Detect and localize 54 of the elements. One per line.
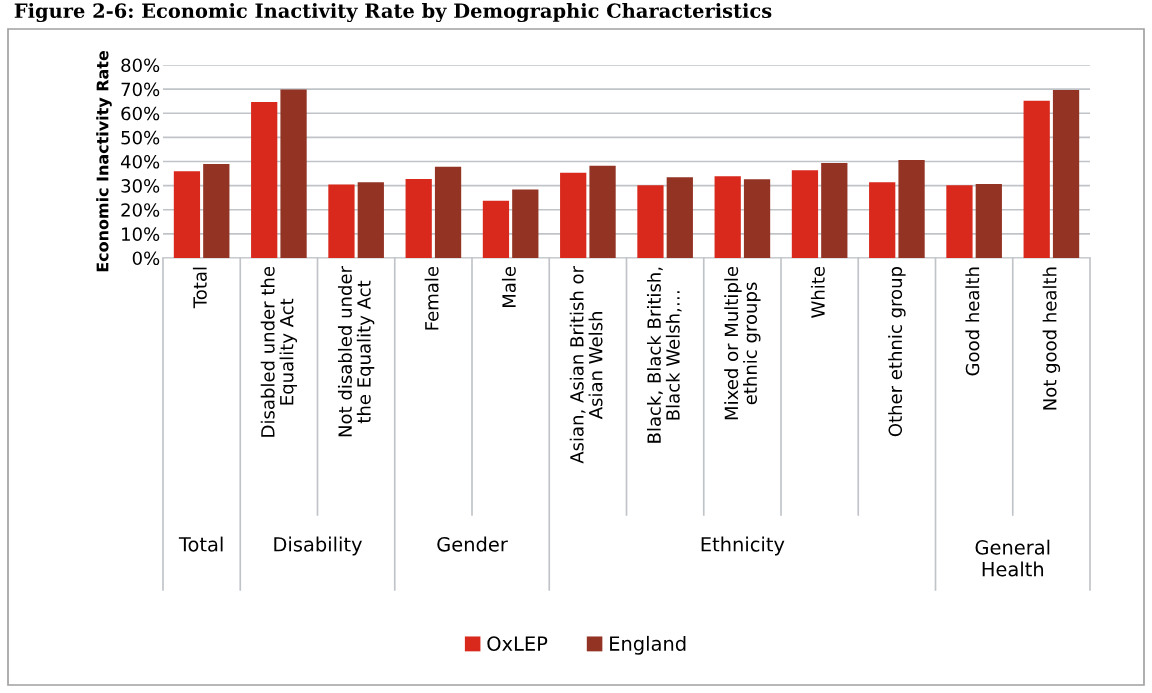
x-tick-label: Total bbox=[192, 267, 207, 309]
bar bbox=[975, 183, 1002, 258]
bar bbox=[666, 177, 693, 258]
bar bbox=[743, 179, 771, 258]
x-tick-label: Black, Black British, Black Welsh,… bbox=[646, 267, 682, 443]
text: Gender bbox=[437, 536, 508, 552]
y-tick-label: 80% bbox=[121, 58, 160, 73]
x-tick-label: Asian, Asian British or Asian Welsh bbox=[569, 265, 603, 464]
bar bbox=[791, 170, 819, 258]
bar bbox=[1023, 100, 1050, 258]
y-axis-title: Economic Inactivity Rate bbox=[96, 51, 112, 272]
y-tick-label: 20% bbox=[121, 203, 160, 217]
bar bbox=[173, 171, 201, 258]
x-tick-label: Male bbox=[501, 266, 516, 307]
text: General Health bbox=[975, 539, 1050, 577]
y-tick-label: 40% bbox=[120, 154, 160, 169]
y-tick-label: 60% bbox=[121, 106, 160, 121]
bar bbox=[251, 101, 278, 258]
bar bbox=[203, 163, 230, 258]
text: Total bbox=[178, 536, 223, 552]
x-tick-label: Other ethnic group bbox=[888, 266, 906, 437]
bar bbox=[898, 160, 925, 258]
y-tick-label: 70% bbox=[121, 82, 160, 97]
bar bbox=[357, 182, 384, 258]
x-tick-label: Disabled under the Equality Act bbox=[260, 266, 298, 437]
text: Disability bbox=[274, 536, 362, 556]
bar bbox=[637, 185, 664, 258]
x-tick-label: Female bbox=[424, 266, 439, 330]
bar bbox=[714, 176, 741, 258]
bar bbox=[512, 189, 539, 258]
bar bbox=[589, 165, 616, 258]
bar bbox=[434, 166, 462, 258]
y-tick-label: 10% bbox=[122, 227, 160, 241]
x-tick-label: Mixed or Multiple ethnic groups bbox=[724, 266, 761, 420]
bar bbox=[482, 200, 510, 258]
bar bbox=[405, 179, 432, 258]
y-tick-label: 0% bbox=[132, 251, 160, 266]
y-tick-label: 30% bbox=[121, 179, 160, 193]
bar bbox=[560, 172, 587, 258]
text: Ethnicity bbox=[701, 536, 785, 556]
bar bbox=[869, 182, 896, 258]
legend-label: England bbox=[610, 635, 686, 655]
chart-title: Figure 2-6: Economic Inactivity Rate by Demographic Characteristics bbox=[14, 3, 772, 23]
x-tick-label: Not good health bbox=[1042, 267, 1061, 410]
x-tick-label: White bbox=[810, 266, 825, 318]
legend-label: OxLEP bbox=[487, 636, 548, 651]
bar bbox=[328, 184, 355, 258]
x-tick-label: Not disabled under the Equality Act bbox=[337, 266, 375, 437]
bar bbox=[280, 89, 307, 258]
x-tick-label: Good health bbox=[965, 267, 980, 376]
bar bbox=[821, 162, 848, 258]
bar bbox=[946, 185, 973, 258]
bar bbox=[1052, 90, 1080, 258]
y-tick-label: 50% bbox=[121, 130, 160, 145]
